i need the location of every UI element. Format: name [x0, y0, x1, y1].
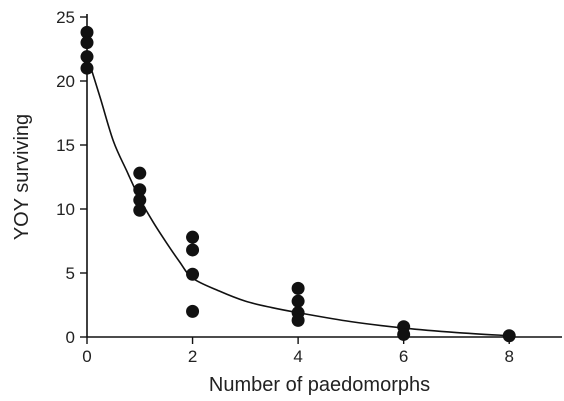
x-tick-label: 8: [504, 347, 513, 366]
data-point: [133, 183, 147, 197]
data-point: [80, 61, 94, 75]
x-tick-label: 6: [399, 347, 408, 366]
data-point: [133, 193, 147, 207]
y-tick-label: 10: [56, 200, 75, 219]
axes: [86, 14, 562, 338]
data-point: [133, 203, 147, 217]
x-tick-label: 0: [82, 347, 91, 366]
x-axis-title: Number of paedomorphs: [209, 374, 430, 396]
data-point: [80, 36, 94, 50]
y-tick-label: 15: [56, 136, 75, 155]
data-point: [186, 267, 200, 281]
x-ticks: 0 2 4 6 8: [82, 337, 514, 366]
x-tick-label: 4: [293, 347, 302, 366]
y-axis-title: YOY surviving: [11, 114, 33, 240]
data-point: [291, 294, 305, 308]
data-point: [502, 329, 516, 343]
x-tick-label: 2: [188, 347, 197, 366]
data-point: [397, 327, 411, 341]
data-point: [291, 313, 305, 327]
y-tick-label: 25: [56, 8, 75, 27]
data-point: [186, 304, 200, 318]
data-point: [133, 166, 147, 180]
data-point: [80, 25, 94, 39]
data-point: [186, 230, 200, 244]
data-points: [80, 25, 516, 343]
data-point: [291, 281, 305, 295]
data-point: [80, 50, 94, 64]
y-ticks: 0 5 10 15 20 25: [56, 8, 87, 347]
y-tick-label: 20: [56, 72, 75, 91]
data-point: [186, 243, 200, 257]
y-tick-label: 0: [66, 328, 75, 347]
y-tick-label: 5: [66, 264, 75, 283]
